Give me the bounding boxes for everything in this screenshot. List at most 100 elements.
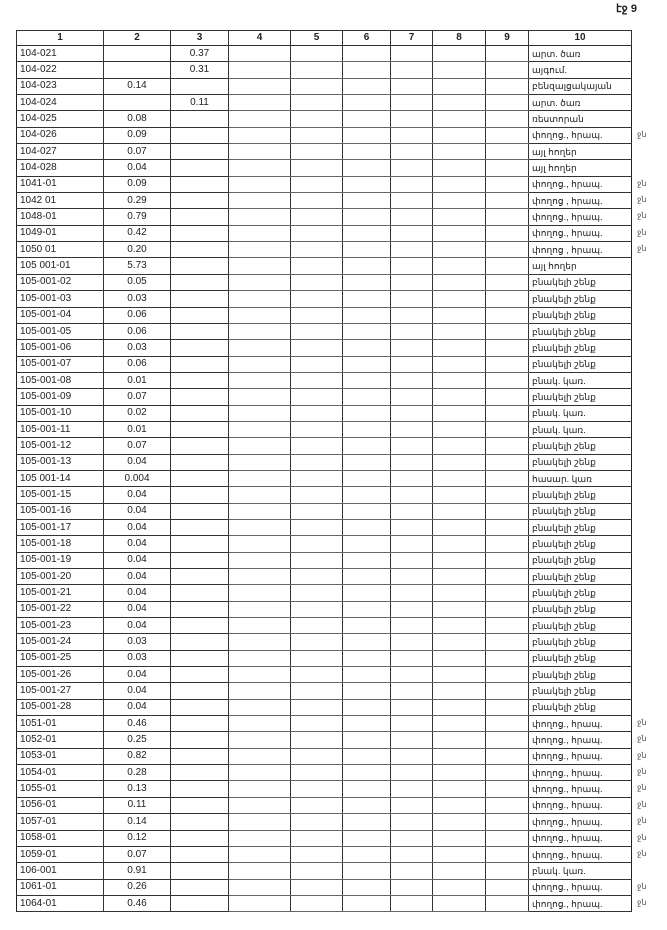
col5-cell: [290, 862, 343, 880]
land-use-label: բնակելի շենք: [532, 326, 596, 337]
parcel-id-cell: 105-001-19: [16, 551, 104, 570]
land-use-label: փողոց , հրապ.: [532, 195, 603, 206]
land-use-cell: փողոց , հրապ. ջն: [528, 241, 647, 259]
area-col3-cell: [170, 192, 229, 210]
area-col3-cell: [170, 224, 229, 243]
land-use-label: արտ. ծառ: [532, 48, 581, 59]
parcel-id-cell: 105-001-08: [16, 371, 104, 390]
parcel-id-cell: 104-027: [16, 143, 104, 161]
col9-cell: [485, 731, 529, 749]
area-col2-cell: 0.26: [103, 878, 171, 896]
col6-cell: [342, 503, 391, 520]
col5-cell: [290, 176, 343, 194]
col6-cell: [342, 617, 391, 635]
col7-cell: [390, 208, 433, 226]
table-row: 105-001-05 0.06 բնակելի շենք: [16, 322, 632, 341]
col9-cell: [485, 797, 529, 815]
table-row: 105-001-11 0.01 բնակ. կառ.: [16, 420, 632, 439]
col6-cell: [342, 323, 391, 341]
col5-cell: [290, 437, 343, 455]
land-use-label: փողոց., հրապ.: [532, 228, 603, 239]
col9-cell: [485, 535, 529, 553]
parcel-id-cell: 105-001-18: [16, 535, 104, 553]
col4-cell: [228, 241, 291, 259]
area-col3-cell: [170, 698, 229, 717]
col6-cell: [342, 110, 391, 128]
land-use-cell: փողոց., հրապ. ջն: [528, 796, 647, 815]
area-col3-cell: [170, 290, 229, 308]
table-row: 105-001-07 0.06 բնակելի շենք: [16, 355, 632, 373]
table-row: 1042 01 0.29 փողոց , հրապ. ջն: [16, 192, 647, 210]
col8-cell: [432, 437, 486, 455]
land-use-cell: փողոց., հրապ. ջն: [528, 715, 647, 733]
area-col3-cell: [170, 747, 229, 766]
col7-cell: [390, 650, 433, 668]
col8-cell: [432, 862, 486, 880]
table-row: 104-028 0.04 այլ հողեր: [16, 159, 632, 177]
parcel-id-cell: 105 001-14: [16, 469, 104, 488]
col-header-4: 4: [228, 30, 291, 46]
table-row: 1058-01 0.12 փողոց., հրապ. ջն: [16, 829, 647, 847]
area-col3-cell: [170, 257, 229, 275]
parcel-id-cell: 105-001-23: [16, 617, 104, 635]
table-row: 104-024 0.11 արտ. ծառ: [16, 94, 632, 112]
parcel-id-cell: 105-001-04: [16, 306, 104, 324]
area-col2-cell: [103, 94, 171, 112]
col9-cell: [485, 617, 529, 635]
col7-cell: [390, 830, 433, 847]
table-row: 105-001-12 0.07 բնակելի շենք: [16, 437, 632, 455]
land-use-label: փողոց., հրապ.: [532, 849, 603, 860]
col9-cell: [485, 666, 529, 684]
col5-cell: [290, 421, 343, 439]
area-col2-cell: 0.01: [103, 371, 171, 390]
col5-cell: [290, 78, 343, 96]
area-col2-cell: 0.07: [103, 143, 171, 161]
area-col2-cell: 0.06: [103, 322, 171, 341]
land-use-label: փողոց., հրապ.: [532, 833, 603, 844]
col4-cell: [228, 290, 291, 308]
land-use-cell: բնակելի շենք: [528, 617, 632, 635]
parcel-id-cell: 104-022: [16, 61, 104, 79]
col5-cell: [290, 813, 343, 831]
parcel-id-cell: 105-001-26: [16, 666, 104, 684]
col6-cell: [342, 208, 391, 226]
col7-cell: [390, 535, 433, 553]
col5-cell: [290, 45, 343, 63]
land-use-cell: փողոց., հրապ. ջն: [528, 747, 647, 766]
col7-cell: [390, 437, 433, 455]
land-use-cell: բնակ. կառ.: [528, 862, 632, 880]
land-use-cell: փողոց., հրապ. ջն: [528, 764, 647, 782]
land-use-cell: բնակելի շենք: [528, 502, 632, 520]
col6-cell: [342, 699, 391, 717]
col4-cell: [228, 519, 291, 537]
table-row: 105-001-03 0.03 բնակելի շենք: [16, 290, 632, 308]
land-use-cell: բնակելի շենք: [528, 486, 632, 504]
parcel-id-cell: 105-001-10: [16, 404, 104, 422]
table-row: 105-001-25 0.03 բնակելի շենք: [16, 649, 632, 668]
parcel-id-cell: 104-026: [16, 126, 104, 145]
col5-cell: [290, 339, 343, 357]
area-col2-cell: 0.42: [103, 224, 171, 243]
col4-cell: [228, 699, 291, 717]
area-col3-cell: [170, 77, 229, 96]
land-use-label: փողոց , հրապ.: [532, 244, 603, 255]
col4-cell: [228, 584, 291, 602]
col8-cell: [432, 895, 486, 913]
table-row: 105-001-24 0.03 բնակելի շենք: [16, 633, 632, 651]
margin-note: ջն: [637, 816, 647, 826]
parcel-id-cell: 105-001-17: [16, 518, 104, 537]
col9-cell: [485, 454, 529, 471]
parcel-id-cell: 1052-01: [16, 731, 104, 749]
col5-cell: [290, 470, 343, 488]
col7-cell: [390, 797, 433, 815]
parcel-id-cell: 105-001-28: [16, 698, 104, 717]
col7-cell: [390, 339, 433, 357]
col6-cell: [342, 895, 391, 913]
col-header-8: 8: [432, 30, 486, 46]
land-use-label: բնակ. կառ.: [532, 865, 586, 876]
col5-cell: [290, 650, 343, 668]
col8-cell: [432, 127, 486, 145]
col9-cell: [485, 405, 529, 422]
land-use-label: փողոց., հրապ.: [532, 718, 603, 729]
col4-cell: [228, 372, 291, 390]
